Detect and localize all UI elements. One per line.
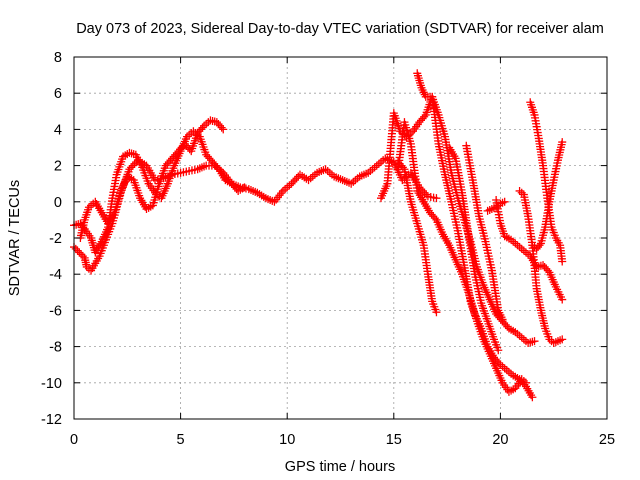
- data-point: [78, 252, 87, 261]
- data-point: [530, 337, 539, 346]
- y-axis-label: SDTVAR / TECUs: [7, 180, 23, 296]
- data-point: [127, 163, 136, 172]
- data-series-track: satellite track J: [492, 195, 567, 304]
- data-series-track: satellite track M: [528, 138, 567, 253]
- data-point: [285, 181, 294, 190]
- y-tick-label: 2: [54, 159, 62, 175]
- data-point: [500, 197, 509, 206]
- data-point: [500, 364, 509, 373]
- data-series-track: satellite track F: [413, 69, 530, 396]
- x-tick-label: 10: [279, 432, 295, 448]
- data-point: [73, 246, 82, 255]
- data-series-track: satellite track G: [394, 157, 441, 317]
- x-axis-label: GPS time / hours: [285, 459, 395, 475]
- data-point: [323, 167, 332, 176]
- data-point: [368, 165, 377, 174]
- grid: [74, 57, 607, 419]
- data-point: [349, 177, 358, 186]
- data-point: [71, 244, 80, 253]
- data-point: [513, 241, 522, 250]
- data-point: [558, 295, 567, 304]
- data-point: [374, 159, 383, 168]
- chart-title: Day 073 of 2023, Sidereal Day-to-day VTE…: [76, 21, 604, 37]
- data-point: [498, 315, 507, 324]
- data-point: [430, 214, 439, 223]
- data-point: [517, 333, 526, 342]
- data-point: [553, 337, 562, 346]
- data-point: [290, 176, 299, 185]
- data-point: [528, 393, 537, 402]
- data-point: [128, 161, 137, 170]
- y-tick-label: 6: [54, 86, 62, 102]
- data-point: [420, 112, 429, 121]
- data-point: [535, 241, 544, 250]
- y-tick-label: -2: [49, 231, 62, 247]
- y-tick-label: -6: [49, 303, 62, 319]
- y-tick-label: -10: [41, 376, 62, 392]
- data-point: [543, 266, 552, 275]
- data-series: satellite track Asatellite track Bsatell…: [70, 69, 567, 402]
- y-tick-label: -12: [41, 412, 62, 428]
- data-point: [558, 138, 567, 147]
- data-point: [287, 179, 296, 188]
- y-tick-label: 4: [54, 122, 62, 138]
- data-point: [519, 246, 528, 255]
- data-point: [515, 186, 524, 195]
- axis-ticks: 0 5 10 15 20 25 -12 -10 -8 -6 -4 -2 0 2 4 6 8: [41, 50, 615, 448]
- data-series-track: satellite track H: [445, 143, 503, 355]
- data-point: [130, 159, 139, 168]
- data-point: [432, 308, 441, 317]
- data-point: [517, 244, 526, 253]
- data-point: [197, 163, 206, 172]
- x-tick-label: 15: [386, 432, 402, 448]
- data-point: [219, 125, 228, 134]
- y-tick-label: 8: [54, 50, 62, 66]
- data-point: [306, 174, 315, 183]
- data-point: [283, 183, 292, 192]
- data-point: [432, 194, 441, 203]
- data-series-track: satellite track I: [462, 141, 507, 324]
- data-point: [558, 257, 567, 266]
- y-tick-label: -8: [49, 340, 62, 356]
- x-tick-label: 0: [70, 432, 78, 448]
- data-point: [521, 378, 530, 387]
- x-tick-label: 5: [177, 432, 185, 448]
- data-point: [398, 163, 407, 172]
- x-tick-label: 25: [599, 432, 615, 448]
- x-tick-label: 20: [492, 432, 508, 448]
- data-point: [521, 248, 530, 257]
- y-tick-label: -4: [49, 267, 62, 283]
- data-point: [198, 123, 207, 132]
- data-point: [498, 362, 507, 371]
- data-point: [494, 346, 503, 355]
- data-point: [281, 185, 290, 194]
- data-series-track: satellite track N: [483, 197, 509, 215]
- data-point: [75, 248, 84, 257]
- data-point: [240, 183, 249, 192]
- data-point: [511, 239, 520, 248]
- data-point: [504, 367, 513, 376]
- data-point: [558, 335, 567, 344]
- data-point: [217, 123, 226, 132]
- data-point: [515, 243, 524, 252]
- data-point: [289, 177, 298, 186]
- data-point: [77, 250, 86, 259]
- data-point: [125, 165, 134, 174]
- data-series-track: satellite track K: [515, 186, 567, 347]
- data-series-track: satellite track C: [76, 116, 228, 242]
- data-point: [515, 331, 524, 340]
- data-point: [502, 366, 511, 375]
- y-tick-label: 0: [54, 195, 62, 211]
- data-point: [370, 163, 379, 172]
- data-point: [372, 161, 381, 170]
- data-point: [422, 190, 431, 199]
- data-point: [292, 174, 301, 183]
- data-point: [359, 170, 368, 179]
